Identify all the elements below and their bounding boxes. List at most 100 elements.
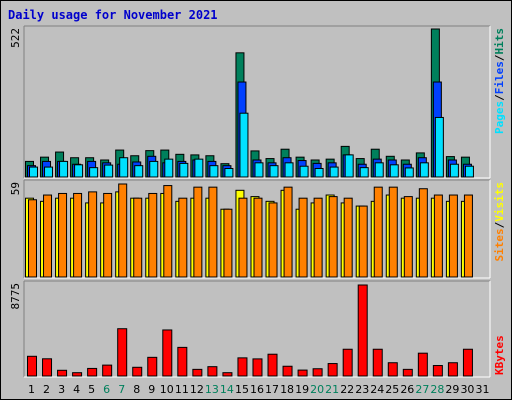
sites-bar xyxy=(358,205,368,278)
kbytes-bar xyxy=(447,362,458,377)
x-tick-label: 28 xyxy=(430,383,444,396)
pages-bar xyxy=(269,165,279,178)
pages-bar xyxy=(119,157,129,178)
x-tick-label: 22 xyxy=(340,383,354,396)
x-tick-label: 10 xyxy=(160,383,174,396)
pages-bar xyxy=(329,166,339,178)
x-tick-label: 13 xyxy=(205,383,219,396)
sites-bar xyxy=(118,183,128,278)
sites-bar xyxy=(103,192,113,278)
x-tick-label: 23 xyxy=(355,383,369,396)
pages-bar xyxy=(74,164,84,178)
kbytes-bar xyxy=(207,366,218,377)
pages-bar xyxy=(284,162,294,178)
pages-bar xyxy=(224,167,234,178)
x-tick-label: 7 xyxy=(118,383,125,396)
pages-bar xyxy=(464,165,474,178)
kbytes-bar xyxy=(192,368,203,377)
sites-bar xyxy=(403,196,413,278)
legend-hits: Hits xyxy=(493,28,506,55)
sites-bar xyxy=(148,192,158,278)
x-tick-label: 5 xyxy=(88,383,95,396)
x-tick-label: 18 xyxy=(280,383,294,396)
sites-bar xyxy=(238,197,248,278)
kbytes-bar xyxy=(432,365,443,377)
kbytes-bar xyxy=(27,355,37,377)
pages-bar xyxy=(404,167,414,178)
kbytes-bar xyxy=(327,363,338,377)
sites-bar xyxy=(418,188,428,278)
kbytes-bar xyxy=(417,352,428,377)
sites-bar xyxy=(328,196,338,278)
kbytes-bar xyxy=(72,372,83,377)
x-tick-label: 3 xyxy=(58,383,65,396)
legend-visits: Visits xyxy=(493,182,506,222)
x-tick-label: 26 xyxy=(400,383,414,396)
x-tick-label: 8 xyxy=(133,383,140,396)
legend-separator: / xyxy=(493,94,506,101)
pages-bar xyxy=(374,162,384,178)
x-tick-label: 9 xyxy=(148,383,155,396)
sites-bar xyxy=(268,202,278,278)
kbytes-bar xyxy=(267,353,278,377)
sites-bar xyxy=(313,197,323,278)
pages-bar xyxy=(314,167,324,178)
pages-bar xyxy=(59,160,69,178)
kbytes-bar xyxy=(297,369,308,377)
pages-bar xyxy=(89,167,99,178)
kbytes-bar xyxy=(87,367,98,377)
pages-bar xyxy=(164,158,174,178)
legend-separator: / xyxy=(493,221,506,228)
kbytes-bar xyxy=(177,346,188,377)
sites-bar xyxy=(163,185,173,278)
x-tick-label: 27 xyxy=(415,383,429,396)
x-tick-label: 15 xyxy=(235,383,249,396)
pages-bar xyxy=(359,167,369,178)
kbytes-bar xyxy=(312,368,323,377)
pages-bar xyxy=(434,116,444,178)
pages-bar xyxy=(44,166,54,178)
x-tick-label: 12 xyxy=(190,383,204,396)
sites-bar xyxy=(193,186,203,278)
kbytes-bar xyxy=(147,356,158,377)
x-tick-label: 21 xyxy=(325,383,339,396)
sites-bar xyxy=(208,186,218,278)
kbytes-bar xyxy=(222,372,233,377)
kbytes-bar xyxy=(57,369,68,377)
x-tick-label: 17 xyxy=(265,383,279,396)
sites-bar xyxy=(223,208,233,278)
sites-bar xyxy=(463,194,473,278)
sites-bar xyxy=(253,197,263,278)
kbytes-bar xyxy=(372,348,383,377)
pages-bar xyxy=(389,164,399,178)
kbytes-bar xyxy=(342,348,353,377)
sites-bar xyxy=(283,186,293,278)
pages-bar xyxy=(209,165,219,178)
sites-bar xyxy=(88,191,98,278)
x-tick-label: 29 xyxy=(445,383,459,396)
x-tick-label: 19 xyxy=(295,383,309,396)
x-tick-label: 31 xyxy=(475,383,489,396)
kbytes-bar xyxy=(282,365,293,377)
sites-bar xyxy=(448,194,458,278)
kbytes-bar xyxy=(402,368,413,377)
pages-bar xyxy=(194,158,204,178)
kbytes-bar xyxy=(252,358,263,377)
x-tick-label: 14 xyxy=(220,383,234,396)
x-tick-label: 2 xyxy=(43,383,50,396)
kbytes-bar xyxy=(462,348,473,377)
kbytes-bar xyxy=(237,357,248,377)
pages-bar xyxy=(134,165,144,178)
legend-separator: / xyxy=(493,54,506,61)
pages-bar xyxy=(254,162,264,178)
legend-pages: Pages xyxy=(493,101,506,134)
x-tick-label: 16 xyxy=(250,383,264,396)
kbytes-max-label: 8775 xyxy=(9,283,22,310)
sites-bar xyxy=(343,197,353,278)
pages-bar xyxy=(419,162,429,178)
pages-bar xyxy=(239,112,249,178)
sites-bar xyxy=(298,197,308,278)
sites-bar xyxy=(433,194,443,278)
sites-bar xyxy=(178,197,188,278)
legend-files: Files xyxy=(493,61,506,94)
